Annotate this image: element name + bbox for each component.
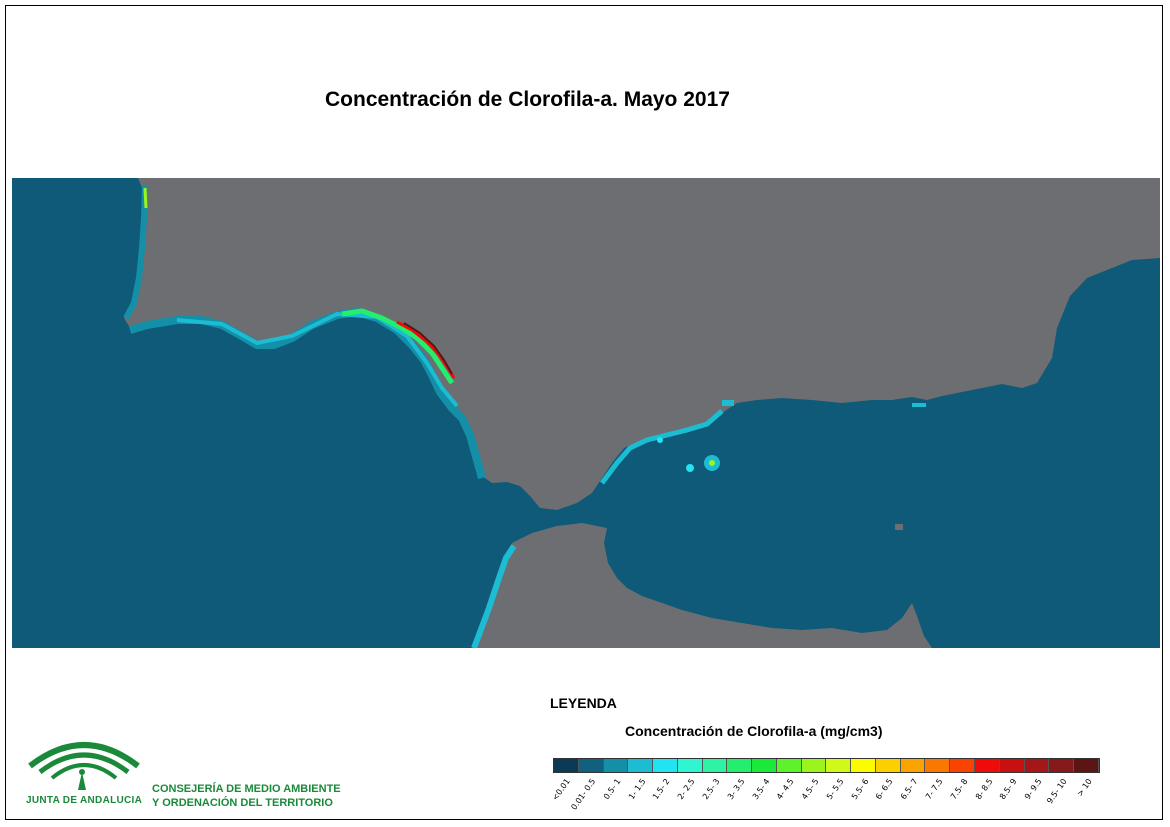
legend-swatch: [727, 759, 753, 772]
legend-swatch: [752, 759, 777, 772]
chl-patch-5: [912, 403, 926, 407]
legend-swatch: [999, 759, 1025, 772]
map-title: Concentración de Clorofila-a. Mayo 2017: [325, 88, 730, 111]
legend-swatch: [851, 759, 876, 772]
legend-swatch: [875, 759, 901, 772]
legend-class-label: 4.5- 5: [800, 777, 821, 802]
chl-patch-3: [657, 437, 663, 443]
legend-class-label: > 10: [1074, 777, 1094, 799]
land-iberia: [124, 178, 1160, 510]
department-line-2: Y ORDENACIÓN DEL TERRITORIO: [152, 797, 333, 809]
legend-class-label: 2.5- 3: [700, 777, 722, 802]
legend-swatch: [950, 759, 976, 772]
legend-class-label: 5.5- 6: [849, 777, 871, 802]
legend-swatch: [1049, 759, 1075, 772]
legend-subtitle: Concentración de Clorofila-a (mg/cm3): [625, 723, 883, 739]
legend-class-label: 7.5- 8: [948, 777, 970, 802]
legend-class-label: 5- 5.5: [824, 777, 846, 802]
legend-class-label: <0.01: [550, 777, 573, 803]
department-line-1: CONSEJERÍA DE MEDIO AMBIENTE: [152, 783, 341, 795]
legend-class-label: 2- 2.5: [676, 777, 697, 802]
land-africa: [472, 523, 932, 648]
legend-swatch: [975, 759, 1000, 772]
coastal-band-portugal: [123, 185, 148, 320]
legend-swatch: [801, 759, 827, 772]
legend-swatch: [702, 759, 728, 772]
legend-swatch: [578, 759, 604, 772]
coastal-band-portugal-hot: [143, 187, 148, 209]
legend-swatch: [677, 759, 703, 772]
legend-swatch: [826, 759, 852, 772]
coastal-band-cadiz-inner: [176, 311, 459, 408]
legend-class-label: 0.5- 1: [601, 777, 623, 802]
chl-patch-4: [722, 400, 734, 406]
legend-class-label: 8.5- 9: [998, 777, 1019, 802]
legend-class-label: 6- 6.5: [874, 777, 896, 802]
legend-class-label: 3.5- 4: [750, 777, 772, 802]
legend-swatch: [603, 759, 629, 772]
hotspot-guadalquivir-dark: [403, 322, 453, 375]
legend-swatch: [776, 759, 802, 772]
department-name: CONSEJERÍA DE MEDIO AMBIENTE Y ORDENACIÓ…: [152, 782, 341, 810]
chl-patch-2: [686, 464, 694, 472]
legend-swatch: [628, 759, 654, 772]
legend-swatch: [900, 759, 926, 772]
legend-class-label: 1.5- 2: [651, 777, 673, 802]
junta-andalucia-logo: [28, 742, 140, 790]
legend-labels: <0.01 0.01- 0.5 0.5- 1 1- 1.5 1.5- 2 2- 2.5 2.…: [550, 777, 1098, 817]
hotspot-guadalquivir: [341, 308, 455, 385]
legend-class-label: 6.5- 7: [899, 777, 920, 802]
legend-swatch: [1074, 759, 1099, 772]
legend-class-label: 7- 7.5: [923, 777, 945, 802]
org-name: JUNTA DE ANDALUCIA: [26, 795, 143, 806]
alboran-islet: [895, 524, 903, 530]
legend-class-label: 1- 1.5: [626, 777, 648, 802]
chl-patch-1-core: [709, 460, 715, 466]
legend-class-label: 4- 4.5: [775, 777, 796, 802]
legend-swatch: [925, 759, 951, 772]
coastal-band-morocco: [471, 544, 517, 648]
legend-class-label: 8- 8.5: [973, 777, 995, 802]
legend-swatch: [1024, 759, 1050, 772]
legend-class-label: 9.5- 10: [1044, 777, 1069, 806]
coastal-band-alboran: [600, 409, 724, 485]
legend-class-label: 9- 9.5: [1022, 777, 1044, 802]
legend-swatch: [554, 759, 579, 772]
chlorophyll-map: [12, 178, 1160, 648]
legend-class-label: 3- 3.5: [725, 777, 747, 802]
legend-class-label: 0.01- 0.5: [569, 777, 598, 812]
legend-color-bar: [553, 758, 1100, 773]
page-frame: [5, 5, 1163, 820]
legend-swatch: [653, 759, 678, 772]
legend-heading: LEYENDA: [550, 695, 617, 711]
